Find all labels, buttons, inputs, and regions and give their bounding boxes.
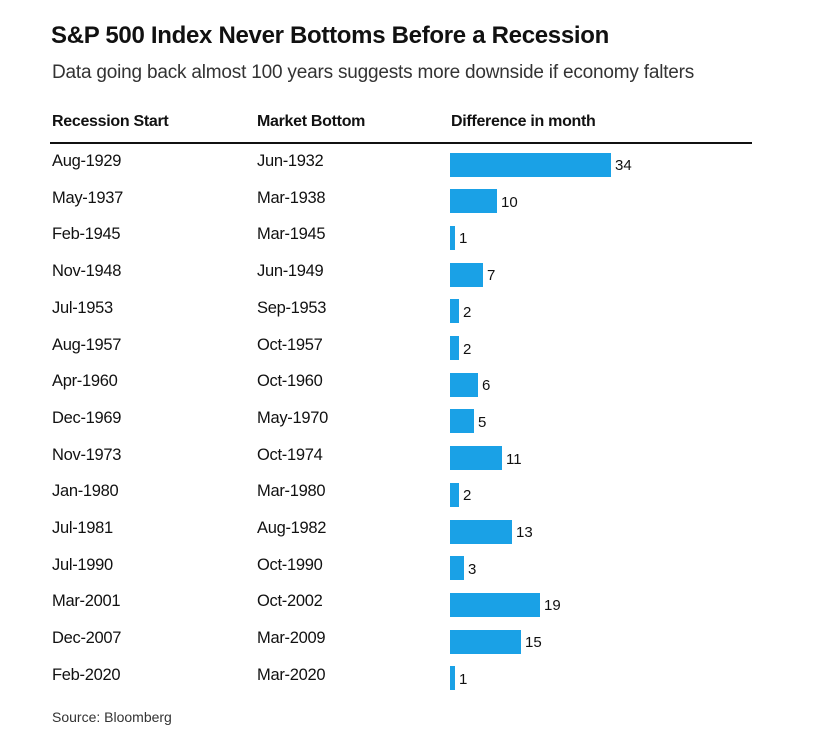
market-bottom-cell: Oct-1990 bbox=[257, 555, 323, 574]
difference-value-label: 11 bbox=[506, 450, 522, 468]
market-bottom-cell: Aug-1982 bbox=[257, 519, 327, 537]
difference-value-label: 10 bbox=[501, 193, 518, 211]
difference-bar bbox=[450, 666, 455, 691]
difference-bar bbox=[450, 592, 540, 617]
difference-bar bbox=[450, 519, 512, 544]
source-note: Source: Bloomberg bbox=[52, 709, 172, 725]
difference-value-label: 2 bbox=[463, 303, 472, 321]
recession-start-cell: Jul-1981 bbox=[52, 519, 113, 537]
recession-start-cell: Dec-2007 bbox=[52, 629, 122, 648]
difference-value-label: 34 bbox=[615, 157, 632, 174]
difference-value-label: 7 bbox=[487, 267, 496, 285]
market-bottom-cell: Mar-1938 bbox=[257, 188, 326, 207]
difference-bar bbox=[450, 446, 502, 471]
recession-start-cell: Jan-1980 bbox=[52, 482, 119, 501]
difference-value-label: 19 bbox=[544, 597, 561, 615]
difference-bar bbox=[450, 299, 459, 324]
market-bottom-cell: Sep-1953 bbox=[257, 298, 327, 317]
market-bottom-cell: Mar-2009 bbox=[257, 629, 326, 648]
difference-bar bbox=[450, 336, 459, 360]
recession-start-cell: Feb-1945 bbox=[52, 225, 121, 244]
difference-bar bbox=[450, 225, 455, 250]
difference-value-label: 15 bbox=[525, 634, 542, 652]
recession-start-cell: Jul-1953 bbox=[52, 298, 113, 317]
difference-bar bbox=[450, 262, 483, 287]
market-bottom-cell: Oct-1974 bbox=[257, 445, 323, 464]
recession-start-cell: Nov-1948 bbox=[52, 262, 122, 281]
difference-value-label: 2 bbox=[463, 487, 472, 505]
market-bottom-cell: Oct-1957 bbox=[257, 335, 323, 354]
difference-bar bbox=[450, 372, 478, 397]
recession-start-cell: Nov-1973 bbox=[52, 445, 122, 464]
market-bottom-cell: Mar-1980 bbox=[257, 482, 326, 501]
difference-value-label: 5 bbox=[478, 413, 487, 431]
difference-value-label: 1 bbox=[459, 230, 468, 248]
chart-title: S&P 500 Index Never Bottoms Before a Rec… bbox=[51, 22, 609, 49]
difference-value-label: 3 bbox=[468, 560, 477, 578]
difference-value-label: 2 bbox=[463, 340, 472, 358]
recession-start-cell: Jul-1990 bbox=[52, 555, 113, 574]
difference-bar bbox=[450, 409, 474, 434]
market-bottom-cell: Mar-1945 bbox=[257, 225, 326, 244]
recession-start-cell: May-1937 bbox=[52, 188, 123, 207]
market-bottom-cell: May-1970 bbox=[257, 408, 328, 427]
difference-bar bbox=[450, 556, 464, 581]
difference-value-label: 6 bbox=[482, 377, 491, 395]
market-bottom-cell: Oct-1960 bbox=[257, 372, 323, 391]
column-header-market-bottom: Market Bottom bbox=[257, 113, 366, 130]
recession-start-cell: Feb-2020 bbox=[52, 665, 121, 684]
difference-value-label: 1 bbox=[459, 670, 468, 688]
recession-start-cell: Apr-1960 bbox=[52, 372, 118, 391]
difference-bar bbox=[450, 189, 497, 214]
market-bottom-cell: Oct-2002 bbox=[257, 592, 323, 611]
chart-subtitle: Data going back almost 100 years suggest… bbox=[52, 62, 695, 83]
market-bottom-cell: Mar-2020 bbox=[257, 665, 326, 684]
difference-bar bbox=[450, 629, 521, 654]
difference-bar bbox=[450, 482, 459, 507]
recession-start-cell: Aug-1957 bbox=[52, 335, 122, 354]
column-header-recession-start: Recession Start bbox=[52, 113, 169, 130]
difference-value-label: 13 bbox=[516, 524, 533, 541]
header-rule bbox=[50, 142, 752, 144]
recession-start-cell: Mar-2001 bbox=[52, 592, 121, 611]
market-bottom-cell: Jun-1949 bbox=[257, 262, 324, 281]
market-bottom-cell: Jun-1932 bbox=[257, 152, 324, 170]
recession-start-cell: Dec-1969 bbox=[52, 408, 122, 427]
column-header-difference: Difference in month bbox=[451, 113, 596, 130]
difference-bar bbox=[450, 152, 611, 177]
recession-start-cell: Aug-1929 bbox=[52, 152, 122, 170]
